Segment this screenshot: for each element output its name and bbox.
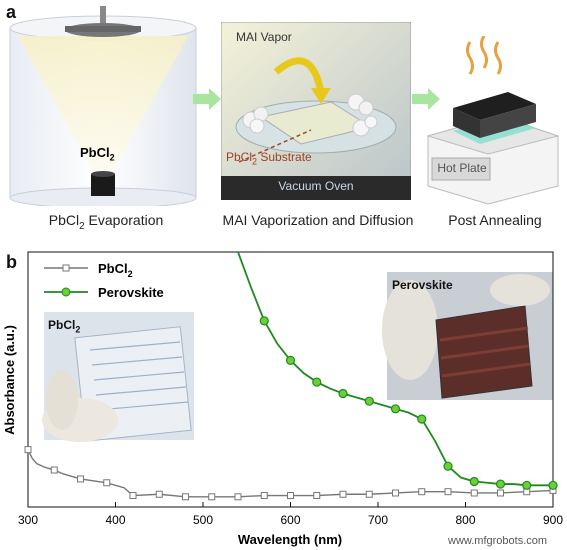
vacuum-oven-label: Vacuum Oven <box>278 179 354 193</box>
oven-label-bar <box>221 176 411 200</box>
x-tick-label: 300 <box>18 513 38 527</box>
pbcl2-point <box>77 475 84 483</box>
perovskite-point <box>285 355 296 365</box>
hot-plate-illustration <box>426 36 560 205</box>
perovskite-point <box>364 396 374 406</box>
heat-wave-2 <box>480 36 488 69</box>
perovskite-point <box>417 414 427 424</box>
pbcl2-point <box>497 489 504 497</box>
x-tick-label: 700 <box>368 513 388 527</box>
evaporation-caption: PbCl2 Evaporation <box>48 212 164 232</box>
legend-pbcl2-label: PbCl2 <box>98 261 133 279</box>
evaporation-material-label: PbCl2 <box>80 145 115 163</box>
evaporation-chamber-illustration <box>9 6 197 206</box>
process-arrow-2 <box>412 88 440 110</box>
vaporization-caption: MAI Vaporization and Diffusion <box>222 212 414 228</box>
perovskite-photo-inset <box>382 272 553 400</box>
crucible <box>91 174 115 196</box>
pbcl2-point <box>50 466 58 474</box>
pbcl2-point <box>103 479 111 487</box>
substrate-label: PbCl2 Substrate <box>226 150 312 167</box>
hot-plate-label-panel <box>431 157 491 181</box>
pbcl2-point <box>155 490 163 498</box>
x-axis-label: Wavelength (nm) <box>238 532 342 547</box>
vapor-arrow <box>273 57 325 93</box>
mai-vapor-label: MAI Vapor <box>236 30 292 44</box>
pbcl2-point <box>392 489 399 497</box>
pbcl2-point <box>313 492 321 500</box>
vapor-cone <box>18 36 188 171</box>
vacuum-oven-illustration <box>221 22 411 200</box>
pbcl2-point <box>470 489 478 497</box>
x-tick-label: 500 <box>193 513 213 527</box>
x-axis-ticks: 300 400 500 600 700 800 900 <box>18 502 563 527</box>
legend: PbCl2 Perovskite <box>44 261 164 300</box>
absorbance-chart: 300 400 500 600 700 800 900 PbCl2 Perovskite Wa… <box>2 251 563 547</box>
hot-plate-label: Hot Plate <box>437 161 487 175</box>
perovskite-point <box>312 377 322 387</box>
series-perovskite <box>237 251 558 490</box>
process-arrow-1 <box>193 88 221 110</box>
x-tick-label: 400 <box>105 513 125 527</box>
pbcl2-point <box>260 492 268 500</box>
x-tick-label: 900 <box>543 513 563 527</box>
holder-rod <box>100 6 106 26</box>
perovskite-point <box>495 479 506 489</box>
pbcl2-point <box>234 493 242 501</box>
heat-wave-3 <box>494 41 502 75</box>
panel-b-letter: b <box>6 252 17 272</box>
pbcl2-point <box>129 492 137 500</box>
perovskite-point <box>338 388 348 399</box>
annealing-caption: Post Annealing <box>448 212 542 228</box>
pbcl2-point <box>365 490 373 498</box>
perovskite-photo-label: Perovskite <box>392 278 453 292</box>
perovskite-point <box>522 480 532 490</box>
series-pbcl2 <box>24 446 557 501</box>
perovskite-point <box>469 476 479 487</box>
pbcl2-point <box>418 488 426 496</box>
perovskite-point <box>443 461 453 471</box>
perovskite-point <box>548 480 558 490</box>
legend-perovskite-marker <box>61 287 71 297</box>
pbcl2-point <box>339 490 347 498</box>
pbcl2-point <box>287 492 294 500</box>
perovskite-point <box>259 316 269 326</box>
pbcl2-point <box>444 488 452 496</box>
panel-a-letter: a <box>6 2 17 22</box>
y-axis-label: Absorbance (a.u.) <box>2 325 17 435</box>
pbcl2-point <box>208 493 216 501</box>
heat-wave-1 <box>466 41 474 75</box>
pbcl2-photo-inset <box>42 312 194 442</box>
pbcl2-point <box>24 446 32 454</box>
watermark: www.mfgrobots.com <box>448 535 548 547</box>
pbcl2-point <box>182 493 189 501</box>
x-tick-label: 800 <box>455 513 475 527</box>
perovskite-point <box>390 404 401 414</box>
x-tick-label: 600 <box>280 513 300 527</box>
annealed-film-top <box>453 92 536 120</box>
legend-pbcl2-marker <box>62 264 70 272</box>
pbcl2-photo-label: PbCl2 <box>48 318 81 335</box>
legend-perovskite-label: Perovskite <box>98 285 164 300</box>
